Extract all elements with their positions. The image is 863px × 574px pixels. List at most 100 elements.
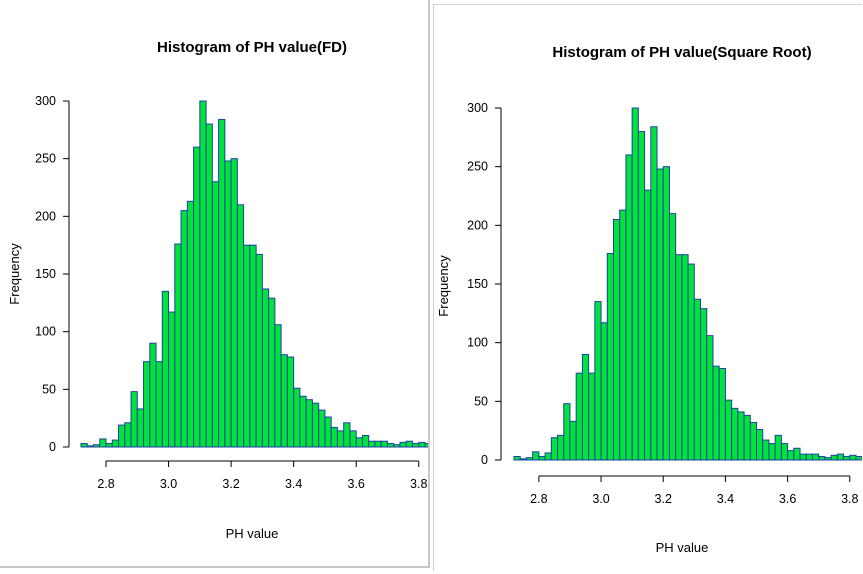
x-tick-label: 3.0 — [160, 477, 177, 491]
y-tick-label: 200 — [35, 209, 56, 223]
x-tick-label: 3.6 — [779, 492, 796, 506]
histogram-bar — [386, 443, 395, 448]
histogram-bar — [805, 453, 813, 461]
histogram-bar — [399, 441, 407, 448]
histogram-bar — [731, 407, 739, 461]
histogram-bar — [656, 168, 664, 461]
x-tick-label: 3.0 — [592, 492, 609, 506]
histogram-bar — [136, 408, 145, 448]
histogram-bar — [743, 414, 751, 461]
histogram-bar — [818, 455, 826, 461]
histogram-bar — [118, 424, 126, 448]
histogram-bar — [594, 301, 602, 461]
x-tick-label: 3.8 — [410, 477, 427, 491]
histogram-bar — [650, 126, 658, 461]
y-tick-label: 150 — [35, 267, 56, 281]
y-axis-label: Frequency — [436, 255, 451, 317]
y-tick-label: 250 — [35, 152, 56, 166]
histogram-bar — [768, 443, 776, 461]
histogram-bar — [588, 372, 596, 461]
histogram-bar — [380, 440, 388, 448]
histogram-bar — [811, 453, 820, 461]
histogram-bar — [787, 450, 795, 461]
histogram-bar — [393, 444, 401, 448]
histogram-bar — [712, 365, 720, 461]
histogram-bar — [286, 356, 295, 448]
histogram-bar — [324, 416, 332, 448]
histogram-bar — [519, 458, 527, 461]
y-tick-label: 0 — [481, 453, 488, 467]
histogram-bar — [830, 454, 838, 461]
histogram-bar — [513, 455, 521, 461]
histogram-panel-square-root: Histogram of PH value(Square Root) PH va… — [433, 4, 862, 571]
histogram-bar — [824, 457, 832, 461]
histogram-bar — [563, 403, 571, 461]
bars-group — [513, 107, 862, 461]
histogram-bar — [538, 455, 546, 461]
y-tick-label: 100 — [35, 325, 56, 339]
histogram-bar — [544, 452, 552, 461]
x-tick-label: 3.6 — [348, 477, 365, 491]
histogram-bar — [780, 443, 789, 461]
histogram-bar — [737, 411, 745, 461]
y-tick-label: 200 — [467, 218, 488, 232]
histogram-bar — [836, 453, 845, 461]
histogram-bar — [111, 439, 120, 448]
histogram-bar — [799, 453, 807, 461]
histogram-bar — [550, 437, 559, 461]
histogram-bar — [600, 322, 608, 461]
histogram-bar — [149, 342, 157, 448]
histogram-bar — [756, 428, 764, 461]
histogram-bar — [424, 443, 428, 448]
x-tick-label: 2.8 — [97, 477, 114, 491]
histogram-bar — [718, 367, 726, 461]
histogram-bar — [525, 457, 534, 461]
histogram-bar — [606, 252, 614, 461]
chart-title: Histogram of PH value(Square Root) — [552, 44, 811, 61]
histogram-bar — [336, 430, 345, 448]
histogram-panel-fd: Histogram of PH value(FD) PH value Frequ… — [0, 0, 430, 568]
histogram-bar — [749, 421, 758, 461]
histogram-bar — [130, 391, 138, 448]
histogram-bar — [762, 439, 770, 461]
histogram-bar — [318, 409, 326, 448]
x-tick-label: 3.2 — [655, 492, 672, 506]
x-tick-label: 2.8 — [530, 492, 547, 506]
histogram-bar — [662, 166, 670, 461]
y-axis-label: Frequency — [7, 243, 22, 305]
histogram-bar — [293, 387, 301, 448]
histogram-bar — [93, 444, 101, 448]
histogram-bar — [532, 451, 540, 461]
histogram-bar — [368, 440, 376, 448]
histogram-bar — [249, 244, 257, 448]
histogram-bar — [105, 443, 113, 448]
histogram-square-root-chart: Histogram of PH value(Square Root) PH va… — [436, 44, 862, 555]
histogram-bar — [575, 372, 583, 461]
histogram-bar — [230, 158, 238, 448]
histogram-bar — [218, 118, 226, 448]
histogram-bar — [205, 123, 213, 448]
histogram-fd-chart: Histogram of PH value(FD) PH value Frequ… — [7, 39, 428, 541]
histogram-bar — [849, 454, 857, 461]
histogram-bar — [418, 441, 426, 448]
histogram-bar — [80, 443, 88, 448]
histogram-bar — [625, 154, 633, 461]
histogram-bar — [405, 440, 413, 448]
histogram-bar — [706, 335, 714, 461]
histogram-bar — [186, 200, 195, 448]
histogram-bar — [199, 100, 207, 448]
x-tick-label: 3.4 — [717, 492, 734, 506]
x-axis-label: PH value — [226, 526, 279, 541]
histogram-bar — [361, 434, 370, 448]
histogram-bar — [255, 253, 263, 448]
histogram-bar — [349, 430, 357, 448]
histogram-bar — [411, 443, 420, 448]
histogram-bar — [581, 353, 590, 461]
x-axis-label: PH value — [656, 540, 709, 555]
chart-title: Histogram of PH value(FD) — [157, 39, 347, 56]
histogram-bar — [668, 213, 677, 461]
histogram-bar — [774, 434, 782, 461]
histogram-bar — [843, 455, 851, 461]
histogram-bar — [211, 181, 220, 448]
histogram-bar — [174, 243, 182, 448]
